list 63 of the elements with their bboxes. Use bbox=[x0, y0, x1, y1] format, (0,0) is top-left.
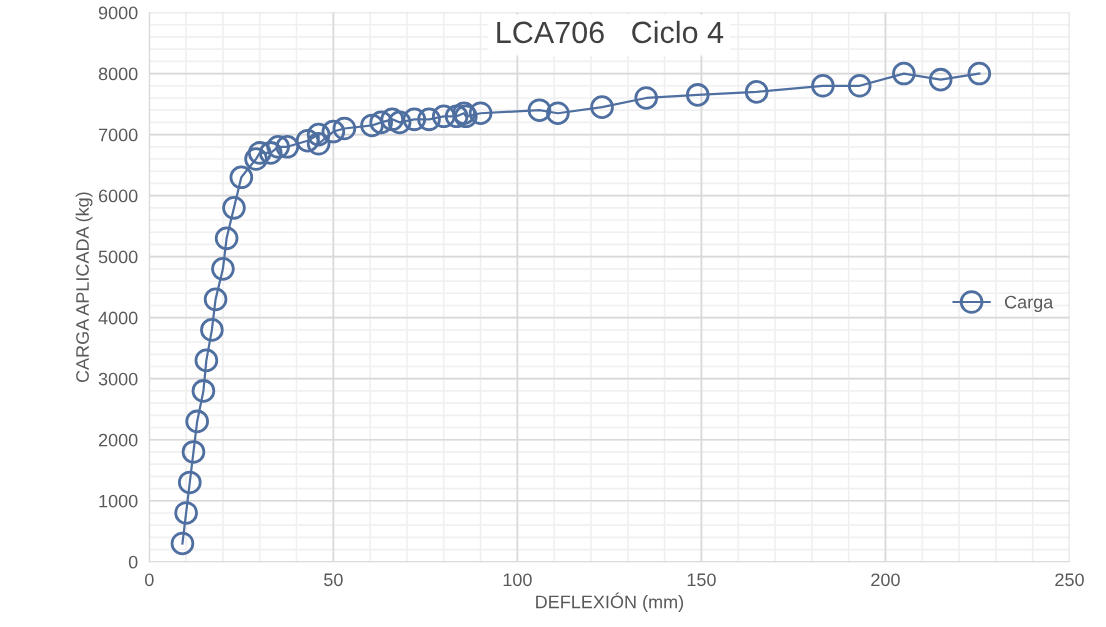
point bbox=[177, 470, 202, 495]
point bbox=[468, 101, 493, 126]
point bbox=[527, 98, 552, 122]
point bbox=[369, 110, 394, 135]
point bbox=[181, 440, 206, 464]
point bbox=[380, 107, 405, 132]
point bbox=[332, 116, 357, 141]
point bbox=[174, 501, 198, 525]
point bbox=[928, 67, 953, 92]
point bbox=[214, 226, 239, 251]
point bbox=[266, 134, 290, 159]
point bbox=[229, 165, 254, 190]
y-tick-label: 9000 bbox=[98, 6, 138, 20]
x-tick-label: 150 bbox=[687, 573, 716, 587]
point bbox=[185, 409, 209, 434]
point bbox=[402, 107, 427, 132]
point bbox=[590, 95, 614, 119]
point bbox=[744, 80, 769, 104]
point bbox=[967, 61, 992, 86]
point bbox=[211, 257, 235, 281]
point bbox=[258, 141, 283, 165]
x-tick-label: 0 bbox=[144, 573, 154, 587]
point bbox=[444, 104, 469, 129]
point bbox=[247, 141, 272, 165]
x-axis-title: DEFLEXIÓN (mm) bbox=[536, 592, 684, 612]
point bbox=[847, 73, 872, 98]
y-tick-label: 7000 bbox=[98, 128, 138, 142]
point bbox=[417, 107, 441, 132]
point bbox=[306, 122, 331, 147]
y-tick-label: 6000 bbox=[98, 189, 138, 203]
y-axis-title: CARGA APLICADA (kg) bbox=[75, 192, 93, 383]
point bbox=[170, 531, 195, 556]
point bbox=[360, 113, 384, 138]
point bbox=[892, 61, 916, 86]
point bbox=[222, 196, 246, 220]
point bbox=[200, 318, 224, 342]
point bbox=[244, 147, 268, 171]
legend-label: Carga bbox=[1005, 295, 1054, 313]
point bbox=[634, 86, 659, 110]
point bbox=[275, 134, 300, 159]
point bbox=[685, 83, 710, 107]
chart-title: LCA706 Ciclo 4 bbox=[497, 20, 724, 44]
point bbox=[321, 119, 346, 144]
point bbox=[306, 131, 331, 156]
point bbox=[295, 128, 320, 153]
y-tick-label: 2000 bbox=[98, 433, 138, 447]
y-tick-label: 4000 bbox=[98, 311, 138, 325]
point bbox=[203, 287, 228, 312]
y-tick-label: 3000 bbox=[98, 372, 138, 386]
point bbox=[191, 379, 216, 403]
point bbox=[431, 104, 456, 129]
y-tick-label: 5000 bbox=[98, 250, 138, 264]
y-tick-label: 1000 bbox=[99, 494, 138, 508]
point bbox=[387, 110, 412, 135]
y-tick-label: 8000 bbox=[98, 67, 138, 81]
point bbox=[546, 101, 570, 126]
point bbox=[194, 348, 219, 373]
x-tick-label: 100 bbox=[503, 573, 532, 587]
y-tick-label: 0 bbox=[128, 555, 138, 569]
point bbox=[811, 73, 835, 98]
x-tick-label: 250 bbox=[1055, 573, 1084, 587]
x-tick-label: 200 bbox=[871, 573, 900, 587]
x-tick-label: 50 bbox=[324, 573, 343, 587]
